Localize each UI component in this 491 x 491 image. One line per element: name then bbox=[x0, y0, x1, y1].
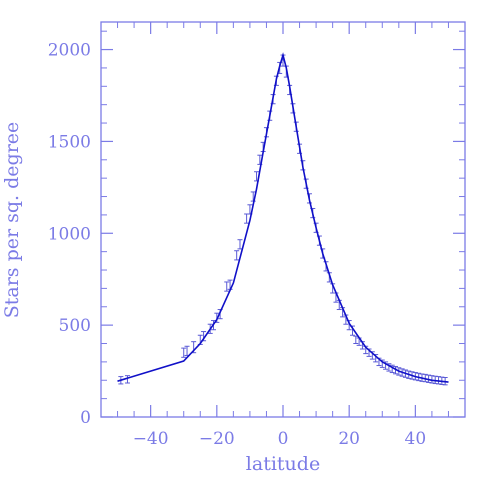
data-point bbox=[181, 347, 187, 358]
x-tick-label: −20 bbox=[199, 429, 235, 449]
x-tick-label: 40 bbox=[405, 429, 427, 449]
data-point bbox=[244, 213, 250, 224]
model-curve bbox=[117, 52, 449, 383]
y-axis-label: Stars per sq. degree bbox=[1, 122, 23, 319]
axis-ticks bbox=[101, 22, 465, 418]
y-tick-label: 500 bbox=[59, 316, 91, 336]
y-tick-label: 1500 bbox=[48, 132, 91, 152]
x-axis-label: latitude bbox=[246, 453, 320, 475]
y-tick-label: 2000 bbox=[48, 41, 91, 61]
data-point bbox=[237, 239, 243, 250]
error-bar-points bbox=[118, 54, 448, 386]
data-point bbox=[429, 375, 435, 384]
tick-labels: −40 −20 0 20 40 0 500 1000 1500 2000 bbox=[48, 41, 426, 449]
x-tick-label: −40 bbox=[133, 429, 169, 449]
data-point bbox=[234, 250, 240, 261]
y-tick-label: 0 bbox=[80, 408, 91, 428]
y-tick-label: 1000 bbox=[48, 224, 91, 244]
x-tick-label: 20 bbox=[338, 429, 360, 449]
data-point bbox=[224, 281, 230, 292]
data-point bbox=[353, 335, 359, 345]
data-point bbox=[389, 364, 395, 374]
x-tick-label: 0 bbox=[278, 429, 289, 449]
plot-frame bbox=[100, 21, 466, 418]
data-point bbox=[124, 375, 130, 384]
